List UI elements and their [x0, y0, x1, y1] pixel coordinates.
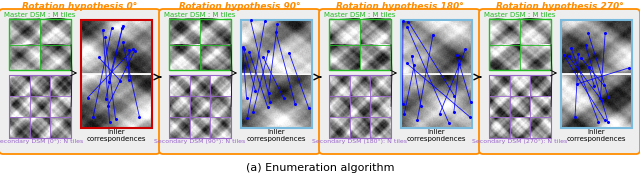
Bar — [329, 75, 391, 138]
FancyBboxPatch shape — [0, 9, 160, 154]
Text: Secondary DSM (180°): N tiles: Secondary DSM (180°): N tiles — [312, 139, 408, 144]
Bar — [169, 19, 231, 70]
Bar — [241, 20, 312, 128]
Text: Inlier
correspondences: Inlier correspondences — [567, 129, 627, 142]
FancyBboxPatch shape — [479, 9, 640, 154]
Bar — [329, 19, 391, 70]
Text: Inlier
correspondences: Inlier correspondences — [407, 129, 467, 142]
Text: Rotation hypothesis 270°: Rotation hypothesis 270° — [495, 2, 623, 11]
Bar — [489, 75, 551, 138]
FancyBboxPatch shape — [159, 9, 320, 154]
Text: Rotation hypothesis 90°: Rotation hypothesis 90° — [179, 2, 300, 11]
Text: Secondary DSM (0°): N tiles: Secondary DSM (0°): N tiles — [0, 139, 84, 144]
Text: Master DSM : M tiles: Master DSM : M tiles — [324, 12, 396, 18]
Text: Master DSM : M tiles: Master DSM : M tiles — [4, 12, 76, 18]
Text: (a) Enumeration algorithm: (a) Enumeration algorithm — [246, 163, 394, 173]
Text: Inlier
correspondences: Inlier correspondences — [87, 129, 147, 142]
Bar — [561, 20, 632, 128]
Bar — [81, 20, 152, 128]
Text: Inlier
correspondences: Inlier correspondences — [247, 129, 307, 142]
Text: Master DSM : M tiles: Master DSM : M tiles — [484, 12, 556, 18]
Bar — [9, 75, 71, 138]
Bar — [401, 20, 472, 128]
Bar — [489, 19, 551, 70]
Bar — [9, 19, 71, 70]
Text: Secondary DSM (270°): N tiles: Secondary DSM (270°): N tiles — [472, 139, 568, 144]
Text: Rotation hypothesis 0°: Rotation hypothesis 0° — [22, 2, 137, 11]
Text: Secondary DSM (90°): N tiles: Secondary DSM (90°): N tiles — [154, 139, 246, 144]
FancyBboxPatch shape — [319, 9, 480, 154]
Bar — [169, 75, 231, 138]
Text: Master DSM : M tiles: Master DSM : M tiles — [164, 12, 236, 18]
Text: Rotation hypothesis 180°: Rotation hypothesis 180° — [335, 2, 463, 11]
